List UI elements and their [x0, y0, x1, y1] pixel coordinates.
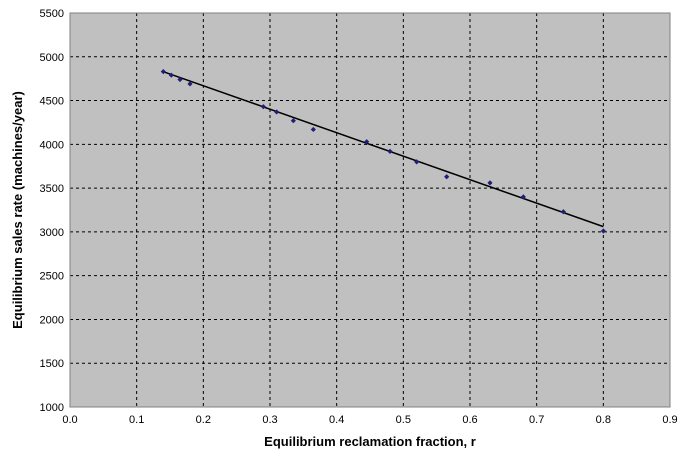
data-point [414, 159, 420, 165]
y-tick-label: 4000 [40, 139, 64, 151]
data-point [600, 228, 606, 234]
data-point [160, 69, 166, 75]
data-point [520, 194, 526, 200]
x-tick-label: 0.8 [596, 414, 611, 426]
data-point [187, 81, 193, 87]
data-point [560, 209, 566, 215]
x-axis-title: Equilibrium reclamation fraction, r [264, 434, 476, 449]
data-point [168, 72, 174, 78]
x-tick-label: 0.9 [662, 414, 677, 426]
y-tick-label: 2000 [40, 314, 64, 326]
y-tick-label: 3500 [40, 183, 64, 195]
data-point [487, 180, 493, 186]
y-axis-title: Equilibrium sales rate (machines/year) [10, 91, 25, 329]
x-tick-label: 0.4 [329, 414, 344, 426]
x-tick-labels: 0.0 0.1 0.2 0.3 0.4 0.5 0.6 0.7 0.8 0.9 [62, 414, 677, 426]
data-point [274, 109, 280, 115]
x-tick-label: 0.6 [462, 414, 477, 426]
data-point [364, 139, 370, 145]
data-point [444, 174, 450, 180]
x-tick-label: 0.7 [529, 414, 544, 426]
plot-border [69, 12, 671, 408]
data-point [260, 104, 266, 110]
y-tick-label: 4500 [40, 96, 64, 108]
y-tick-label: 5500 [40, 8, 64, 20]
x-tick-label: 0.1 [129, 414, 144, 426]
data-point [290, 118, 296, 124]
data-points [160, 69, 606, 234]
grid-lines [70, 13, 670, 407]
trendline-group [163, 70, 604, 228]
y-tick-label: 2500 [40, 271, 64, 283]
x-tick-label: 0.2 [196, 414, 211, 426]
y-tick-label: 1500 [40, 358, 64, 370]
x-tick-label: 0.3 [262, 414, 277, 426]
y-tick-label: 1000 [40, 402, 64, 414]
data-point [387, 148, 393, 154]
y-tick-labels: 1000 1500 2000 2500 3000 3500 4000 4500 5000 5500 [40, 8, 64, 414]
data-point [310, 126, 316, 133]
plot-area [70, 13, 670, 407]
data-point [177, 76, 183, 83]
y-tick-label: 3000 [40, 227, 64, 239]
trendline [163, 70, 604, 228]
x-tick-label: 0.0 [62, 414, 77, 426]
y-tick-label: 5000 [40, 52, 64, 64]
x-tick-label: 0.5 [396, 414, 411, 426]
